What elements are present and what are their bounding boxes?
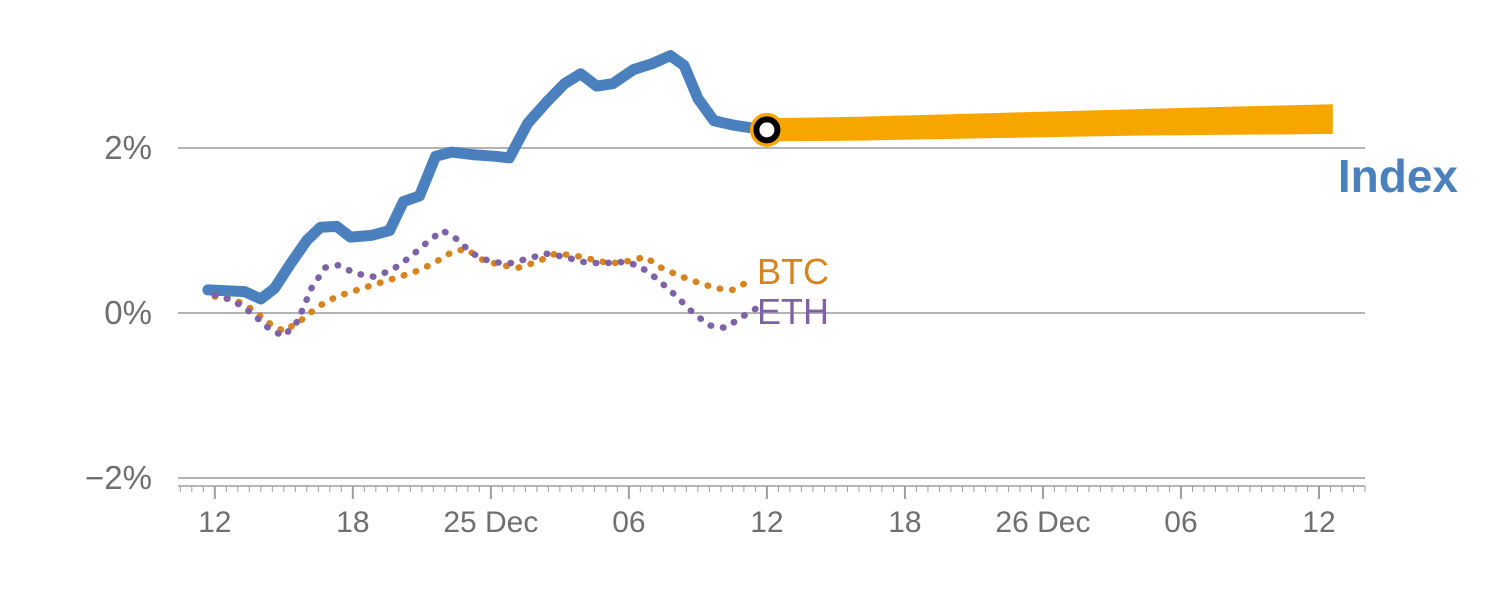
x-tick-label: 06 <box>612 506 645 539</box>
btc-series-label: BTC <box>757 251 829 292</box>
chart-layer: 2% 0% −2% 12 18 25 Dec 06 12 18 26 Dec 06 12 <box>85 50 1366 539</box>
series-eth <box>211 227 759 340</box>
x-tick-label: 18 <box>888 506 921 539</box>
x-tick-label: 12 <box>198 506 231 539</box>
x-tick-label: 18 <box>336 506 369 539</box>
eth-series-label: ETH <box>757 291 829 332</box>
x-tick-label: 25 Dec <box>443 506 538 539</box>
y-tick-label: −2% <box>85 459 152 496</box>
current-value-marker <box>753 116 781 144</box>
y-tick-label: 0% <box>104 294 152 331</box>
series-index-forecast <box>766 104 1333 142</box>
x-tick-label: 06 <box>1164 506 1197 539</box>
x-tick-label: 26 Dec <box>995 506 1090 539</box>
x-tick-label: 12 <box>750 506 783 539</box>
x-tick-label: 12 <box>1302 506 1335 539</box>
y-tick-label: 2% <box>104 129 152 166</box>
index-series-label: Index <box>1338 150 1459 202</box>
series-index <box>202 50 773 305</box>
